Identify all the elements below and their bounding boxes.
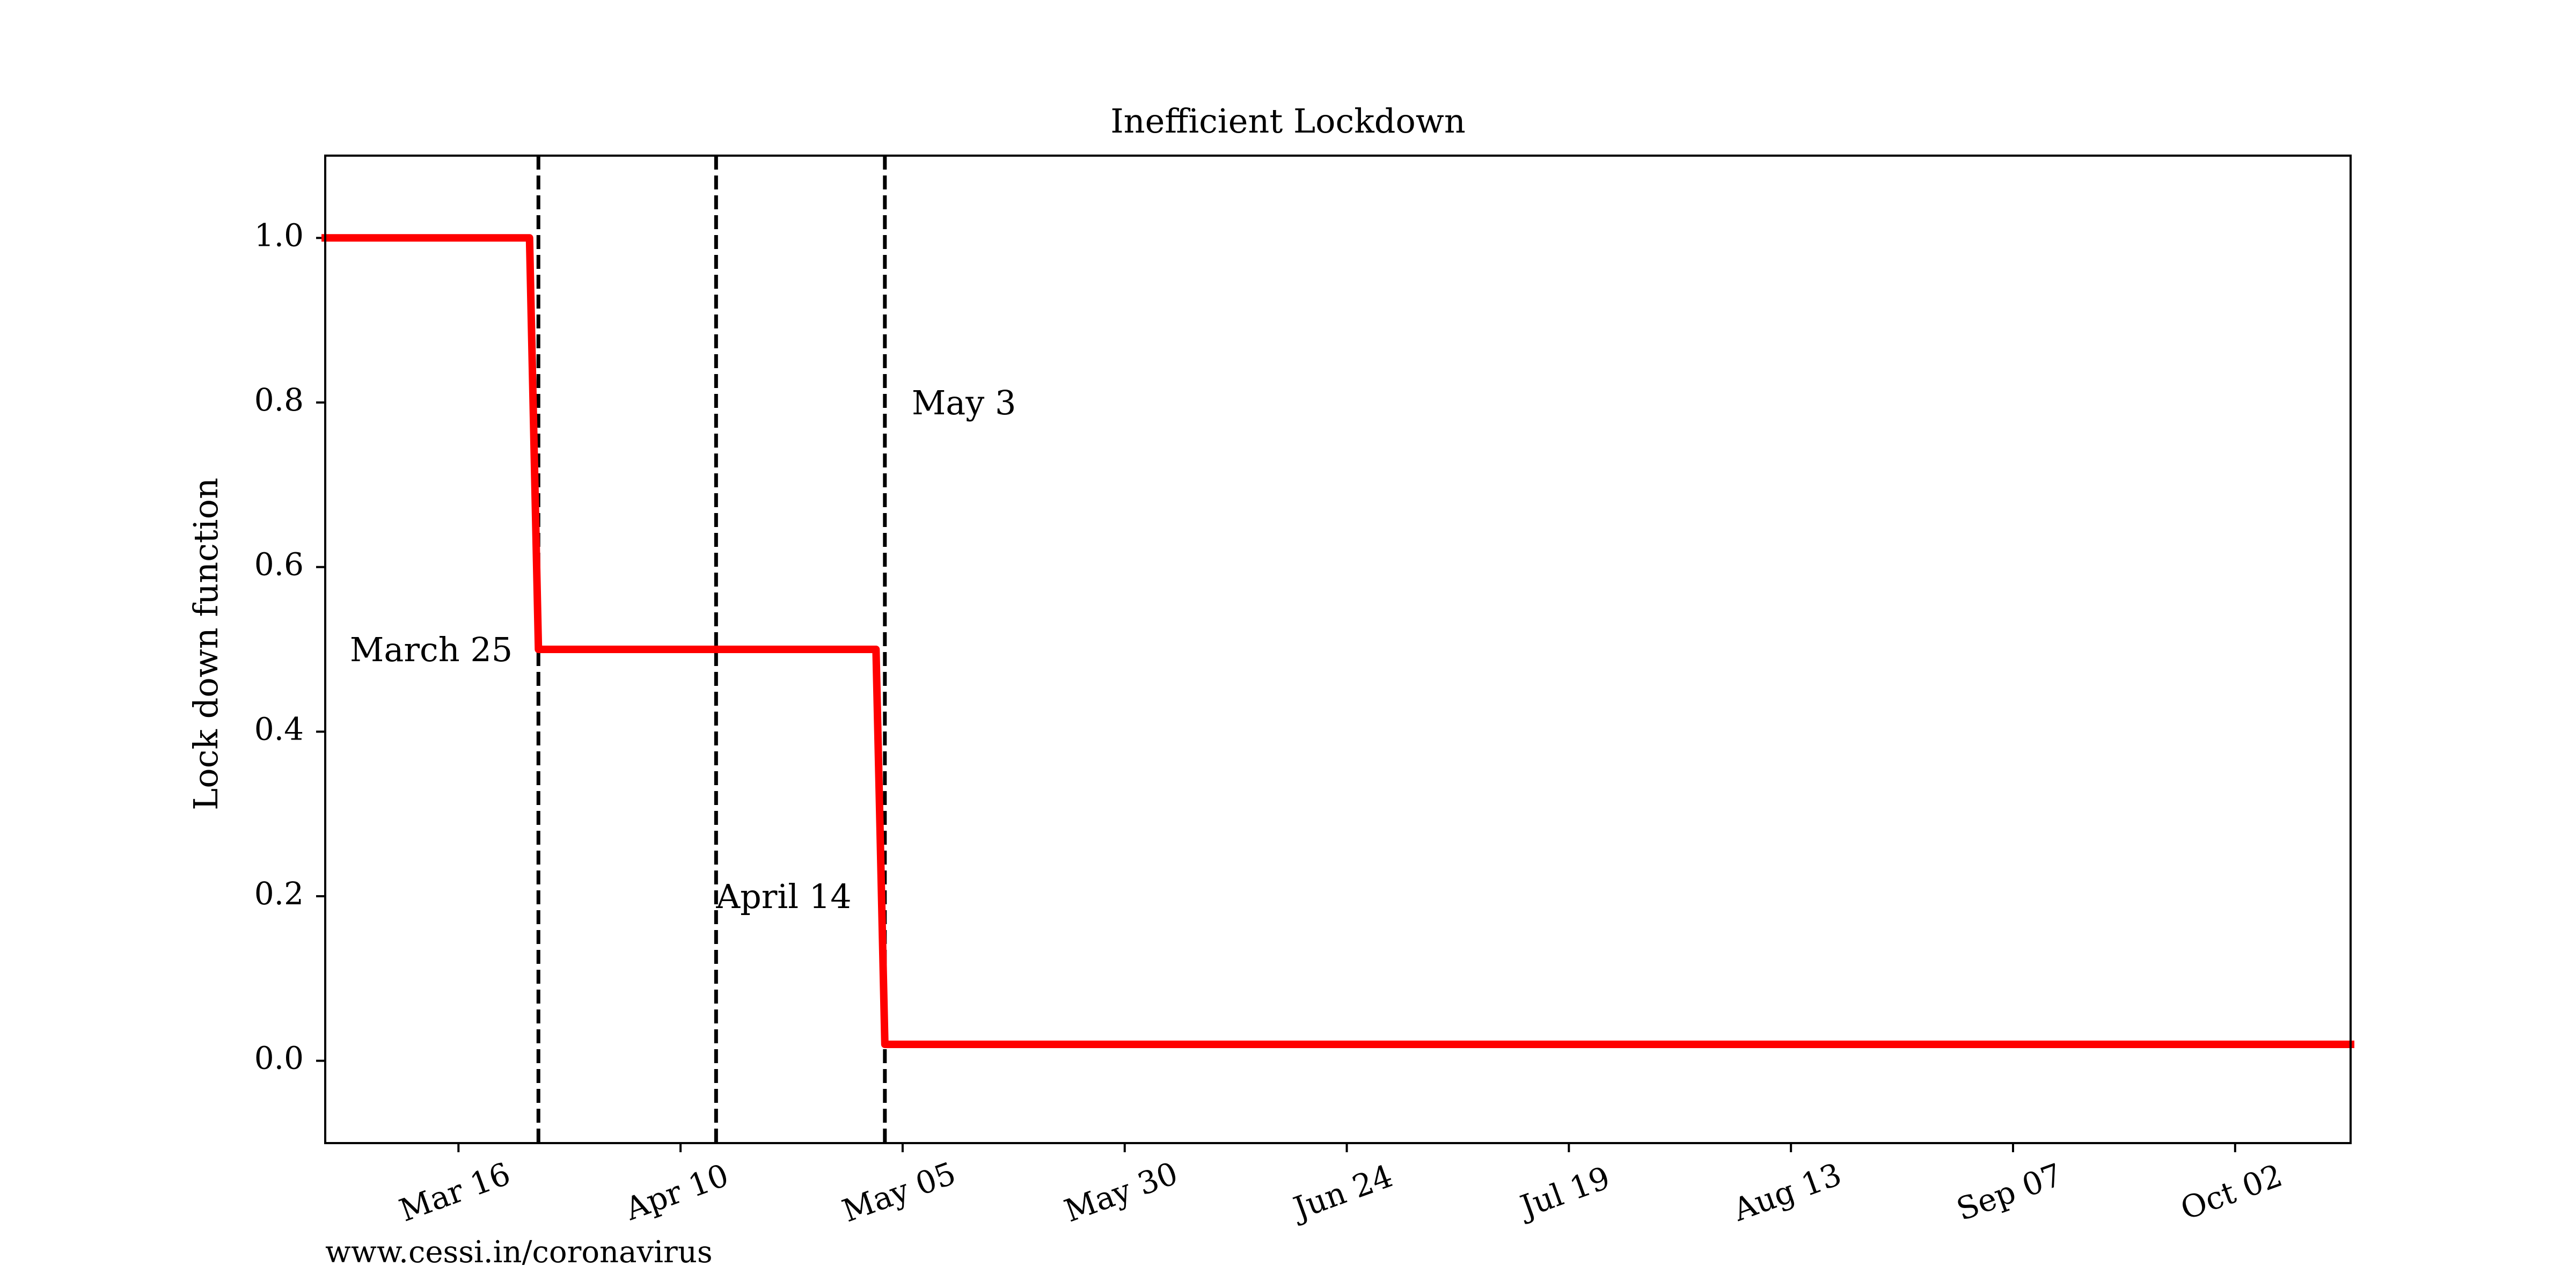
event-vline-label: April 14 [715, 877, 851, 916]
series-layer [321, 234, 2354, 1048]
y-axis-ticks: 0.0 0.2 0.4 0.6 0.8 1.0 [254, 217, 325, 1077]
event-vline-label: May 3 [912, 383, 1016, 422]
series-line [321, 234, 2354, 1048]
y-tick-label: 0.6 [254, 546, 304, 583]
plot-area-frame [324, 155, 2352, 1144]
chart-title: Inefficient Lockdown [1110, 101, 1466, 141]
source-footer: www.cessi.in/coronavirus [325, 1235, 713, 1270]
event-lines: March 25 April 14 May 3 [350, 156, 1016, 1143]
y-axis-label: Lock down function [186, 478, 225, 810]
y-tick-label: 0.4 [254, 711, 304, 747]
y-tick-label: 0.8 [254, 382, 304, 418]
event-vline-label: March 25 [350, 630, 513, 669]
y-tick-label: 0.2 [254, 875, 304, 912]
y-tick-label: 1.0 [254, 217, 304, 253]
y-tick-label: 0.0 [254, 1040, 304, 1077]
